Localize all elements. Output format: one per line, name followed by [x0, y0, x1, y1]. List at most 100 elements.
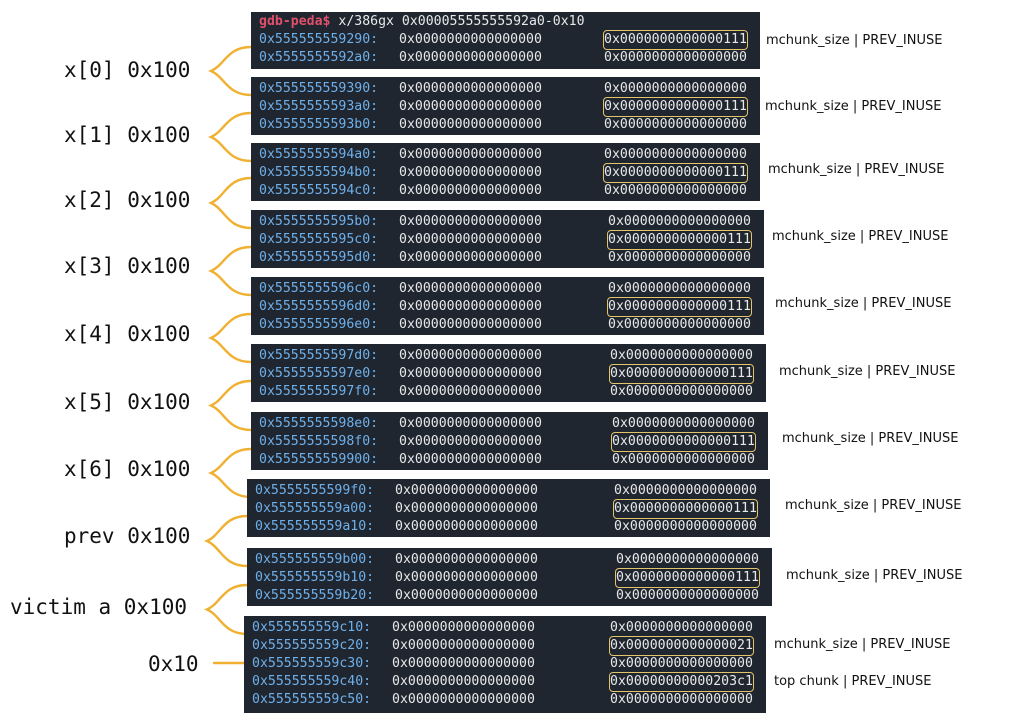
memory-value: 0x0000000000000000 — [395, 588, 538, 603]
memory-value: 0x0000000000000000 — [392, 674, 535, 689]
memory-panel: 0x555555559c10: 0x0000000000000000 0x00000… — [244, 616, 766, 713]
memory-value: 0x0000000000000000 — [604, 50, 747, 65]
memory-address: 0x555555559b00: — [255, 552, 375, 567]
chunk-annotation: mchunk_size | PREV_INUSE — [785, 498, 962, 513]
memory-value: 0x0000000000000000 — [399, 452, 542, 467]
memory-row: 0x555555559c40: 0x0000000000000000 0x00000… — [244, 672, 766, 692]
memory-row: 0x5555555594a0: 0x0000000000000000 0x00000… — [251, 146, 760, 164]
memory-value: 0x0000000000000000 — [399, 416, 542, 431]
memory-value: 0x0000000000000000 — [610, 384, 753, 399]
memory-address: 0x5555555594c0: — [259, 183, 379, 198]
memory-address: 0x555555559c50: — [252, 692, 372, 707]
gdb-prompt: gdb-peda$ — [259, 14, 331, 29]
chunk-label: victim a 0x100 — [10, 595, 188, 619]
chunk-label: x[3] 0x100 — [64, 254, 191, 278]
brace-curve — [203, 583, 249, 636]
brace-curve — [207, 245, 253, 297]
memory-value: 0x0000000000000000 — [608, 250, 751, 265]
chunk-label: x[0] 0x100 — [64, 58, 191, 82]
memory-row: 0x5555555595c0: 0x0000000000000000 0x00000… — [251, 230, 764, 250]
memory-row: 0x555555559c50: 0x0000000000000000 0x00000… — [244, 691, 766, 709]
brace-curve — [207, 176, 253, 230]
memory-row: 0x555555559c30: 0x0000000000000000 0x00000… — [244, 655, 766, 673]
memory-address: 0x555555559c40: — [252, 674, 372, 689]
memory-value: 0x0000000000000000 — [399, 147, 542, 162]
memory-value: 0x0000000000000000 — [614, 483, 757, 498]
memory-row: 0x5555555596d0: 0x0000000000000000 0x00000… — [251, 297, 764, 317]
memory-address: 0x5555555595c0: — [259, 232, 379, 247]
memory-row: 0x5555555597e0: 0x0000000000000000 0x00000… — [251, 364, 766, 384]
chunk-annotation: mchunk_size | PREV_INUSE — [782, 431, 959, 446]
memory-row: 0x555555559290: 0x0000000000000000 0x00000… — [251, 30, 760, 50]
memory-value: 0x0000000000000000 — [399, 32, 542, 47]
chunk-annotation: mchunk_size | PREV_INUSE — [765, 99, 942, 114]
memory-row: 0x5555555598f0: 0x0000000000000000 0x00000… — [251, 432, 768, 452]
memory-value: 0x0000000000000000 — [392, 656, 535, 671]
memory-row: 0x5555555593a0: 0x0000000000000000 0x00000… — [251, 97, 760, 117]
memory-row: 0x555555559c10: 0x0000000000000000 0x00000… — [244, 619, 766, 637]
gdb-command: x/386gx 0x00005555555592a0-0x10 — [330, 14, 585, 29]
memory-panel: 0x5555555594a0: 0x0000000000000000 0x00000… — [251, 143, 760, 201]
memory-row: 0x5555555595d0: 0x0000000000000000 0x00000… — [251, 249, 764, 267]
size-field-highlight: 0x0000000000000111 — [613, 499, 758, 519]
memory-address: 0x5555555597d0: — [259, 348, 379, 363]
memory-value: 0x0000000000000000 — [395, 519, 538, 534]
gdb-command-line: gdb-peda$ x/386gx 0x00005555555592a0-0x1… — [259, 13, 585, 31]
memory-row: 0x555555559a10: 0x0000000000000000 0x00000… — [247, 518, 770, 536]
memory-row: 0x5555555597d0: 0x0000000000000000 0x00000… — [251, 347, 766, 365]
memory-address: 0x5555555593a0: — [259, 99, 379, 114]
memory-row: 0x5555555594b0: 0x0000000000000000 0x00000… — [251, 163, 760, 183]
memory-value: 0x0000000000000000 — [608, 281, 751, 296]
memory-row: 0x5555555594c0: 0x0000000000000000 0x00000… — [251, 182, 760, 200]
memory-address: 0x5555555594b0: — [259, 165, 379, 180]
chunk-annotation: top chunk | PREV_INUSE — [774, 674, 932, 689]
brace-curve — [207, 379, 253, 432]
memory-address: 0x555555559900: — [259, 452, 379, 467]
size-field-highlight: 0x0000000000000111 — [603, 163, 748, 183]
memory-value: 0x0000000000000000 — [399, 81, 542, 96]
memory-row: 0x5555555596c0: 0x0000000000000000 0x00000… — [251, 280, 764, 298]
memory-value: 0x0000000000000000 — [399, 165, 542, 180]
memory-row: 0x555555559c20: 0x0000000000000000 0x00000… — [244, 636, 766, 656]
memory-address: 0x555555559b10: — [255, 570, 375, 585]
memory-address: 0x5555555595b0: — [259, 214, 379, 229]
memory-value: 0x0000000000000000 — [604, 183, 747, 198]
memory-row: 0x5555555592a0: 0x0000000000000000 0x00000… — [251, 49, 760, 67]
size-field-highlight: 0x00000000000203c1 — [609, 672, 754, 692]
brace-curve — [207, 312, 253, 364]
memory-value: 0x0000000000000000 — [399, 117, 542, 132]
memory-address: 0x5555555598e0: — [259, 416, 379, 431]
memory-value: 0x0000000000000000 — [399, 214, 542, 229]
size-field-highlight: 0x0000000000000111 — [603, 30, 748, 50]
memory-value: 0x0000000000000000 — [614, 519, 757, 534]
memory-value: 0x0000000000000000 — [610, 620, 753, 635]
memory-value: 0x0000000000000000 — [604, 117, 747, 132]
chunk-label: 0x10 — [148, 652, 199, 676]
memory-row: 0x555555559390: 0x0000000000000000 0x00000… — [251, 80, 760, 98]
memory-panel: gdb-peda$ x/386gx 0x00005555555592a0-0x1… — [251, 12, 760, 69]
memory-address: 0x5555555594a0: — [259, 147, 379, 162]
memory-value: 0x0000000000000000 — [395, 570, 538, 585]
chunk-label: x[6] 0x100 — [64, 457, 191, 481]
chunk-annotation: mchunk_size | PREV_INUSE — [774, 637, 951, 652]
brace-curve — [207, 45, 253, 97]
memory-panel: 0x5555555599f0: 0x0000000000000000 0x00000… — [247, 479, 770, 537]
memory-address: 0x5555555599f0: — [255, 483, 375, 498]
memory-value: 0x0000000000000000 — [610, 348, 753, 363]
memory-value: 0x0000000000000000 — [399, 366, 542, 381]
size-field-highlight: 0x0000000000000111 — [607, 297, 752, 317]
size-field-highlight: 0x0000000000000111 — [615, 568, 760, 588]
memory-row: 0x5555555593b0: 0x0000000000000000 0x00000… — [251, 116, 760, 134]
memory-row: 0x555555559b10: 0x0000000000000000 0x00000… — [247, 568, 772, 588]
brace-curve — [207, 447, 253, 499]
memory-value: 0x0000000000000000 — [392, 692, 535, 707]
memory-address: 0x5555555596d0: — [259, 299, 379, 314]
memory-value: 0x0000000000000000 — [610, 656, 753, 671]
memory-address: 0x5555555596c0: — [259, 281, 379, 296]
chunk-label: x[1] 0x100 — [64, 123, 191, 147]
memory-value: 0x0000000000000000 — [392, 638, 535, 653]
memory-address: 0x555555559b20: — [255, 588, 375, 603]
memory-value: 0x0000000000000000 — [616, 588, 759, 603]
brace-curve — [203, 514, 249, 568]
size-field-highlight: 0x0000000000000111 — [611, 432, 756, 452]
